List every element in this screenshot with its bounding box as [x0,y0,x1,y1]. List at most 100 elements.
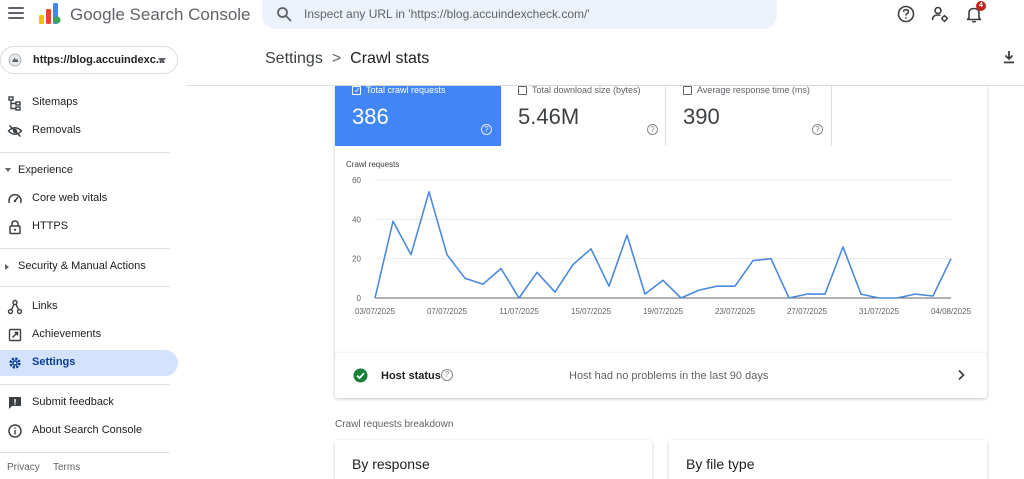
property-globe-icon [8,53,22,67]
breadcrumb-separator: > [331,50,342,67]
sidebar-item-achievements[interactable]: Achievements [0,322,178,348]
x-tick-label: 11/07/2025 [499,307,539,316]
checkbox-checked-icon[interactable]: ✓ [352,86,361,95]
chart-title: Crawl requests [346,160,399,169]
metric-label: Total crawl requests [366,85,446,95]
card-title: By response [352,456,430,472]
info-icon [8,424,22,438]
privacy-link[interactable]: Privacy [7,462,40,473]
metric-label: Total download size (bytes) [532,85,641,95]
sidebar-item-label: Achievements [32,328,102,340]
checkbox-icon[interactable] [518,86,527,95]
gear-icon [9,357,21,369]
by-file-type-card: By file type [669,440,987,479]
metric-average-response-time[interactable]: Average response time (ms) 390 ? [666,85,832,146]
checkbox-icon[interactable] [683,86,692,95]
host-status-label: Host status [381,370,441,382]
main-content: Settings > Crawl stats ✓ Total crawl reque… [185,30,1024,479]
search-input[interactable] [304,4,764,24]
menu-icon[interactable] [8,7,24,21]
sidebar-divider [0,152,170,153]
metric-value: 386 [352,104,389,129]
crawl-requests-chart[interactable]: Crawl requests 0 20 40 60 03/07/2025 07/07/202… [335,156,987,326]
metric-total-download-size[interactable]: Total download size (bytes) 5.46M ? [501,85,666,146]
x-tick-label: 23/07/2025 [715,307,756,316]
lock-icon [9,220,21,235]
bell-icon[interactable] [964,4,984,24]
sidebar-item-label: Removals [32,124,81,136]
help-icon[interactable]: ? [441,369,453,381]
search-console-logo-icon [39,3,61,24]
series-line [374,190,952,299]
caret-down-icon [5,168,11,172]
property-label: https://blog.accuindexc... [33,54,166,66]
x-tick-label: 03/07/2025 [355,307,396,316]
breadcrumb-parent[interactable]: Settings [265,50,323,67]
sitemap-icon [8,96,21,111]
x-tick-label: 07/07/2025 [427,307,468,316]
sidebar-divider [0,384,170,385]
metric-total-crawl-requests[interactable]: ✓ Total crawl requests 386 ? [335,85,501,146]
sidebar-item-https[interactable]: HTTPS [0,214,178,240]
caret-right-icon [5,264,9,270]
sidebar-item-removals[interactable]: Removals [0,118,178,144]
sidebar-item-label: Sitemaps [32,96,78,108]
sidebar-section-security[interactable]: Security & Manual Actions [0,256,178,278]
sidebar-item-label: Core web vitals [32,192,108,204]
eye-off-icon [7,124,23,138]
help-icon[interactable]: ? [812,124,823,135]
sidebar: https://blog.accuindexc... Sitemaps Remo… [0,38,185,479]
section-title: Crawl requests breakdown [335,419,454,430]
title-divider [185,85,1024,86]
y-tick-label: 60 [352,176,361,185]
sidebar-section-experience[interactable]: Experience [0,160,178,182]
sidebar-item-label: HTTPS [32,220,69,232]
host-status-row[interactable]: Host status ? Host had no problems in th… [335,353,987,398]
gauge-icon [8,193,22,204]
by-response-card: By response [335,440,652,479]
achievement-icon [8,328,22,342]
sidebar-item-about[interactable]: About Search Console [0,418,178,444]
x-tick-label: 31/07/2025 [859,307,900,316]
y-tick-label: 0 [357,294,362,303]
sidebar-item-label: Settings [32,356,76,368]
check-circle-icon [353,368,368,383]
sidebar-item-settings[interactable]: Settings [0,350,178,376]
download-icon[interactable] [1001,49,1017,65]
sidebar-item-submit-feedback[interactable]: Submit feedback [0,390,178,416]
search-icon [277,7,292,22]
sidebar-item-core-web-vitals[interactable]: Core web vitals [0,186,178,212]
x-tick-label: 27/07/2025 [787,307,828,316]
card-title: By file type [686,456,755,472]
section-label: Security & Manual Actions [18,260,146,272]
metric-value: 390 [683,104,720,129]
product-name[interactable]: Google Search Console [70,5,251,24]
breadcrumb: Settings > Crawl stats [265,50,429,68]
help-icon[interactable] [896,4,916,24]
terms-link[interactable]: Terms [53,462,81,473]
sidebar-divider [0,452,170,453]
notification-count-badge: 4 [976,1,986,11]
sidebar-item-sitemaps[interactable]: Sitemaps [0,90,178,116]
feedback-icon [9,397,21,409]
sidebar-item-label: Links [32,300,58,312]
y-tick-label: 40 [352,215,361,224]
help-icon[interactable]: ? [647,124,658,135]
sidebar-item-label: Submit feedback [32,396,114,408]
page-title: Crawl stats [350,50,430,67]
metric-label: Average response time (ms) [697,85,810,95]
sidebar-item-label: About Search Console [32,424,143,436]
url-inspection-search[interactable] [262,0,777,29]
sidebar-divider [0,248,170,249]
sidebar-item-links[interactable]: Links [0,294,178,320]
metric-value: 5.46M [518,104,580,129]
x-tick-label: 04/08/2025 [931,307,972,316]
section-label: Experience [18,164,74,176]
sidebar-divider [0,286,170,287]
help-icon[interactable]: ? [481,124,492,135]
property-selector[interactable]: https://blog.accuindexc... [0,46,178,74]
chevron-right-icon[interactable] [955,368,967,382]
account-settings-icon[interactable] [930,4,950,24]
top-app-bar: Google Search Console 4 [0,0,1024,30]
crawl-stats-card: ✓ Total crawl requests 386 ? Total downl… [335,85,987,356]
